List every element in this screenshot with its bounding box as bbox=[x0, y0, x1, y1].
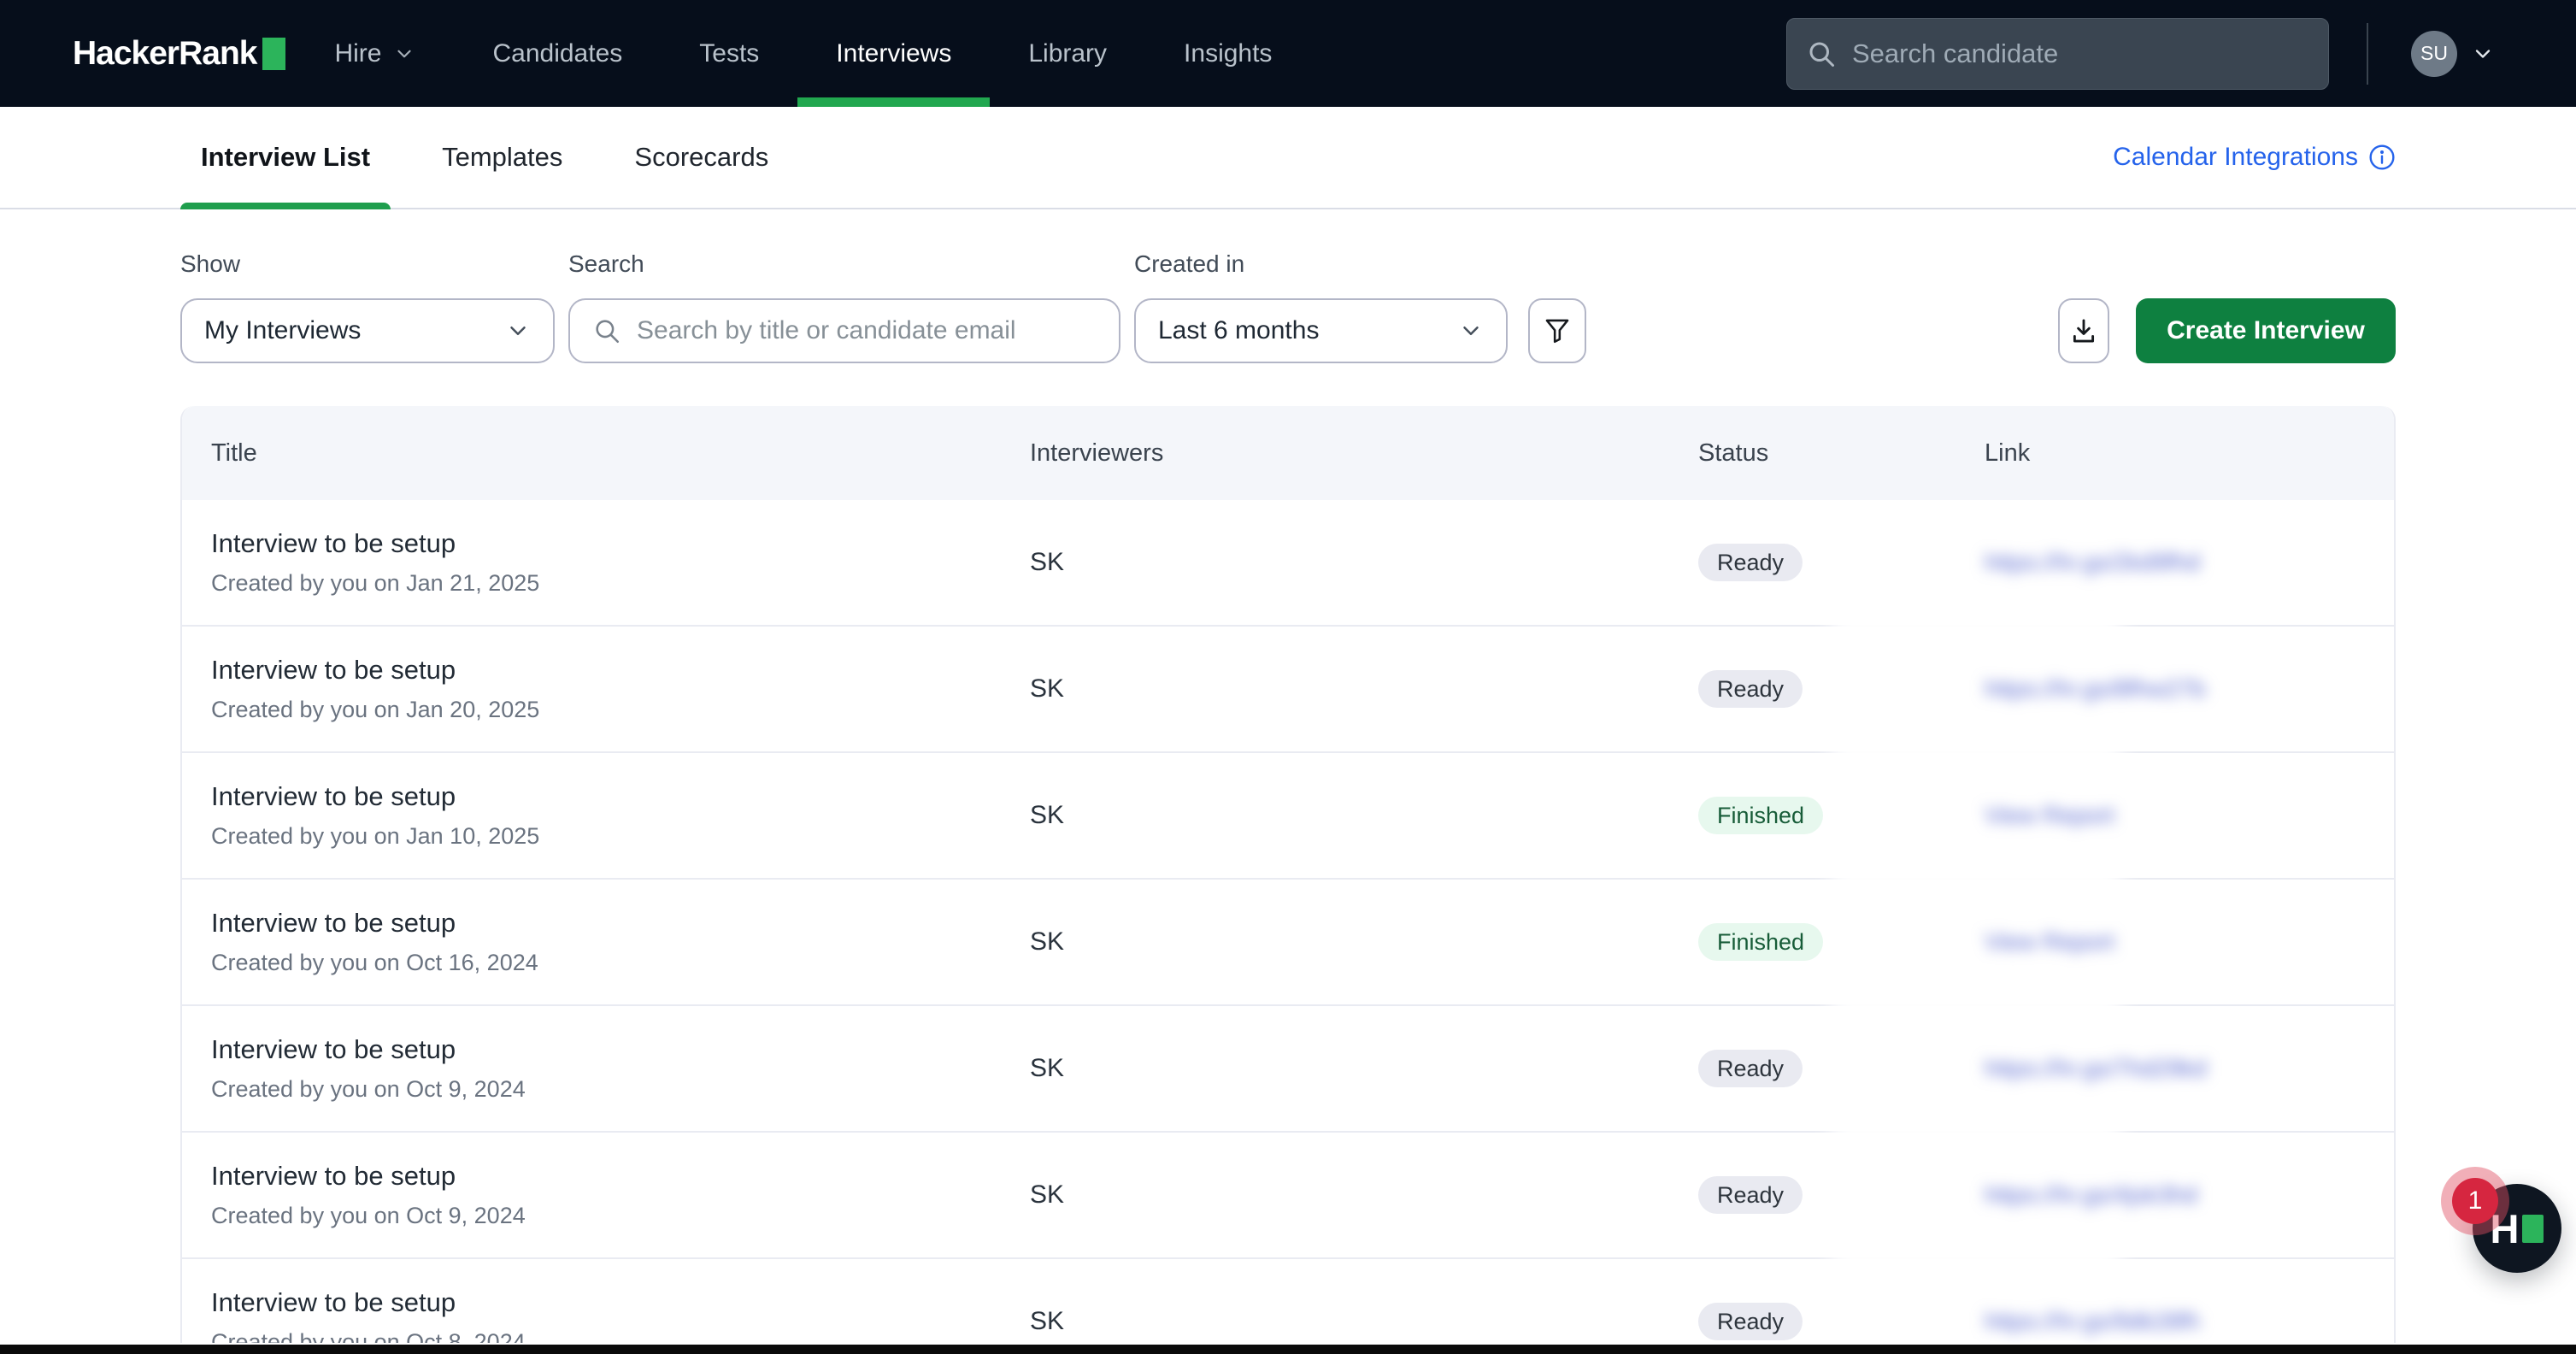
notification-badge[interactable]: 1 bbox=[2452, 1178, 2498, 1224]
interviewers-cell: SK bbox=[1030, 1180, 1065, 1209]
interview-title[interactable]: Interview to be setup bbox=[211, 1034, 456, 1064]
table-row: Interview to be setup Created by you on … bbox=[182, 627, 2394, 753]
table-header: Title Interviewers Status Link bbox=[182, 406, 2394, 500]
interview-title[interactable]: Interview to be setup bbox=[211, 1287, 456, 1317]
nav-item-hire[interactable]: Hire bbox=[296, 0, 454, 107]
candidate-search-box[interactable] bbox=[1786, 17, 2329, 90]
interview-link-blurred[interactable]: https://hr.gs/4jsk3hd bbox=[1985, 1181, 2198, 1208]
interviewers-cell: SK bbox=[1030, 674, 1065, 703]
column-header-interviewers: Interviewers bbox=[1030, 439, 1164, 467]
funnel-icon bbox=[1545, 319, 1569, 344]
table-row: Interview to be setup Created by you on … bbox=[182, 1259, 2394, 1343]
account-chevron-down-icon[interactable] bbox=[2471, 42, 2495, 66]
column-header-title: Title bbox=[211, 439, 257, 467]
interview-subtitle: Created by you on Jan 20, 2025 bbox=[211, 697, 540, 722]
widget-logo-letter: H bbox=[2490, 1205, 2520, 1251]
show-filter-group: Show My Interviews bbox=[180, 250, 555, 363]
nav-item-candidates[interactable]: Candidates bbox=[492, 38, 623, 68]
chevron-down-icon bbox=[510, 327, 526, 335]
status-badge: Finished bbox=[1698, 797, 1824, 834]
interview-search-input[interactable] bbox=[637, 316, 1097, 345]
status-badge: Ready bbox=[1698, 670, 1803, 708]
candidate-search-input[interactable] bbox=[1852, 38, 2309, 69]
interview-subtitle: Created by you on Oct 9, 2024 bbox=[211, 1076, 526, 1102]
tabs: Interview List Templates Scorecards bbox=[180, 107, 789, 209]
search-label: Search bbox=[568, 250, 644, 277]
chevron-down-icon bbox=[1463, 327, 1479, 335]
nav-right-cluster: SU bbox=[1786, 0, 2576, 107]
interview-title[interactable]: Interview to be setup bbox=[211, 528, 456, 558]
view-report-link-blurred[interactable]: View Report bbox=[1985, 802, 2115, 828]
widget-logo-green-square-icon bbox=[2522, 1214, 2544, 1243]
interview-subtitle: Created by you on Oct 8, 2024 bbox=[211, 1329, 526, 1343]
interviewers-cell: SK bbox=[1030, 927, 1065, 956]
search-icon bbox=[1809, 42, 1834, 67]
interviewers-cell: SK bbox=[1030, 1054, 1065, 1082]
interview-subtitle: Created by you on Oct 16, 2024 bbox=[211, 950, 538, 975]
table-row: Interview to be setup Created by you on … bbox=[182, 880, 2394, 1006]
created-in-label: Created in bbox=[1134, 250, 1245, 277]
interview-link-blurred[interactable]: https://hr.gs/8fhw27b bbox=[1985, 675, 2206, 702]
interview-title[interactable]: Interview to be setup bbox=[211, 908, 456, 938]
filters-row: Show My Interviews Search Created in Las… bbox=[180, 250, 2396, 363]
nav-divider bbox=[2367, 22, 2368, 85]
view-report-link-blurred[interactable]: View Report bbox=[1985, 928, 2115, 955]
search-filter-group: Search bbox=[568, 250, 1120, 363]
status-badge: Ready bbox=[1698, 1176, 1803, 1214]
top-nav: HackerRank Hire Candidates Tests Intervi… bbox=[0, 0, 2576, 107]
more-filters-button[interactable] bbox=[1528, 298, 1586, 363]
interview-link-blurred[interactable]: https://hr.gs/9dk28fh bbox=[1985, 1308, 2201, 1334]
interview-title[interactable]: Interview to be setup bbox=[211, 655, 456, 685]
nav-item-interviews[interactable]: Interviews bbox=[797, 0, 991, 107]
logo-green-square-icon bbox=[262, 37, 286, 70]
interview-subtitle: Created by you on Jan 10, 2025 bbox=[211, 823, 540, 849]
column-header-status: Status bbox=[1698, 439, 1769, 467]
interview-title[interactable]: Interview to be setup bbox=[211, 1161, 456, 1191]
secondary-tabbar: Interview List Templates Scorecards Cale… bbox=[0, 107, 2576, 209]
interviewers-cell: SK bbox=[1030, 1307, 1065, 1335]
interviewers-cell: SK bbox=[1030, 548, 1065, 576]
search-icon bbox=[596, 320, 620, 344]
status-badge: Ready bbox=[1698, 544, 1803, 581]
created-in-filter-group: Created in Last 6 months bbox=[1134, 250, 1508, 363]
primary-nav: Hire Candidates Tests Interviews Library… bbox=[296, 0, 1310, 107]
chevron-down-icon bbox=[397, 50, 412, 57]
status-badge: Ready bbox=[1698, 1303, 1803, 1340]
table-row: Interview to be setup Created by you on … bbox=[182, 1006, 2394, 1133]
table-row: Interview to be setup Created by you on … bbox=[182, 1133, 2394, 1259]
download-icon bbox=[2073, 319, 2095, 343]
user-avatar[interactable]: SU bbox=[2411, 30, 2457, 77]
hackerrank-logo[interactable]: HackerRank bbox=[73, 0, 286, 107]
interviewers-cell: SK bbox=[1030, 801, 1065, 829]
bottom-scroll-bar[interactable] bbox=[0, 1345, 2576, 1354]
logo-text: HackerRank bbox=[73, 34, 257, 72]
interview-link-blurred[interactable]: https://hr.gs/7hd29kd bbox=[1985, 1055, 2207, 1081]
nav-item-insights[interactable]: Insights bbox=[1184, 38, 1273, 68]
tab-templates[interactable]: Templates bbox=[442, 142, 563, 172]
tab-interview-list[interactable]: Interview List bbox=[180, 107, 391, 209]
column-header-link: Link bbox=[1985, 439, 2031, 467]
download-button[interactable] bbox=[2058, 298, 2109, 363]
status-badge: Ready bbox=[1698, 1050, 1803, 1087]
interview-subtitle: Created by you on Jan 21, 2025 bbox=[211, 570, 540, 596]
show-select[interactable]: My Interviews bbox=[180, 298, 555, 363]
create-interview-button[interactable]: Create Interview bbox=[2136, 298, 2396, 363]
created-in-select[interactable]: Last 6 months bbox=[1134, 298, 1508, 363]
interview-subtitle: Created by you on Oct 9, 2024 bbox=[211, 1203, 526, 1228]
table-row: Interview to be setup Created by you on … bbox=[182, 500, 2394, 627]
interview-link-blurred[interactable]: https://hr.gs/2kd9fhd bbox=[1985, 549, 2201, 575]
calendar-integrations-link[interactable]: Calendar Integrations bbox=[2113, 143, 2396, 172]
interviews-table: Title Interviewers Status Link Interview… bbox=[180, 406, 2396, 1343]
filters-actions: Create Interview bbox=[2058, 298, 2396, 363]
chat-widget: H 1 bbox=[2441, 1167, 2561, 1273]
table-row: Interview to be setup Created by you on … bbox=[182, 753, 2394, 880]
interview-title[interactable]: Interview to be setup bbox=[211, 781, 456, 811]
status-badge: Finished bbox=[1698, 923, 1824, 961]
interview-search-box[interactable] bbox=[568, 298, 1120, 363]
nav-item-library[interactable]: Library bbox=[1028, 38, 1108, 68]
tab-scorecards[interactable]: Scorecards bbox=[634, 142, 769, 172]
show-label: Show bbox=[180, 250, 241, 277]
nav-item-tests[interactable]: Tests bbox=[699, 38, 760, 68]
info-icon bbox=[2369, 144, 2395, 170]
